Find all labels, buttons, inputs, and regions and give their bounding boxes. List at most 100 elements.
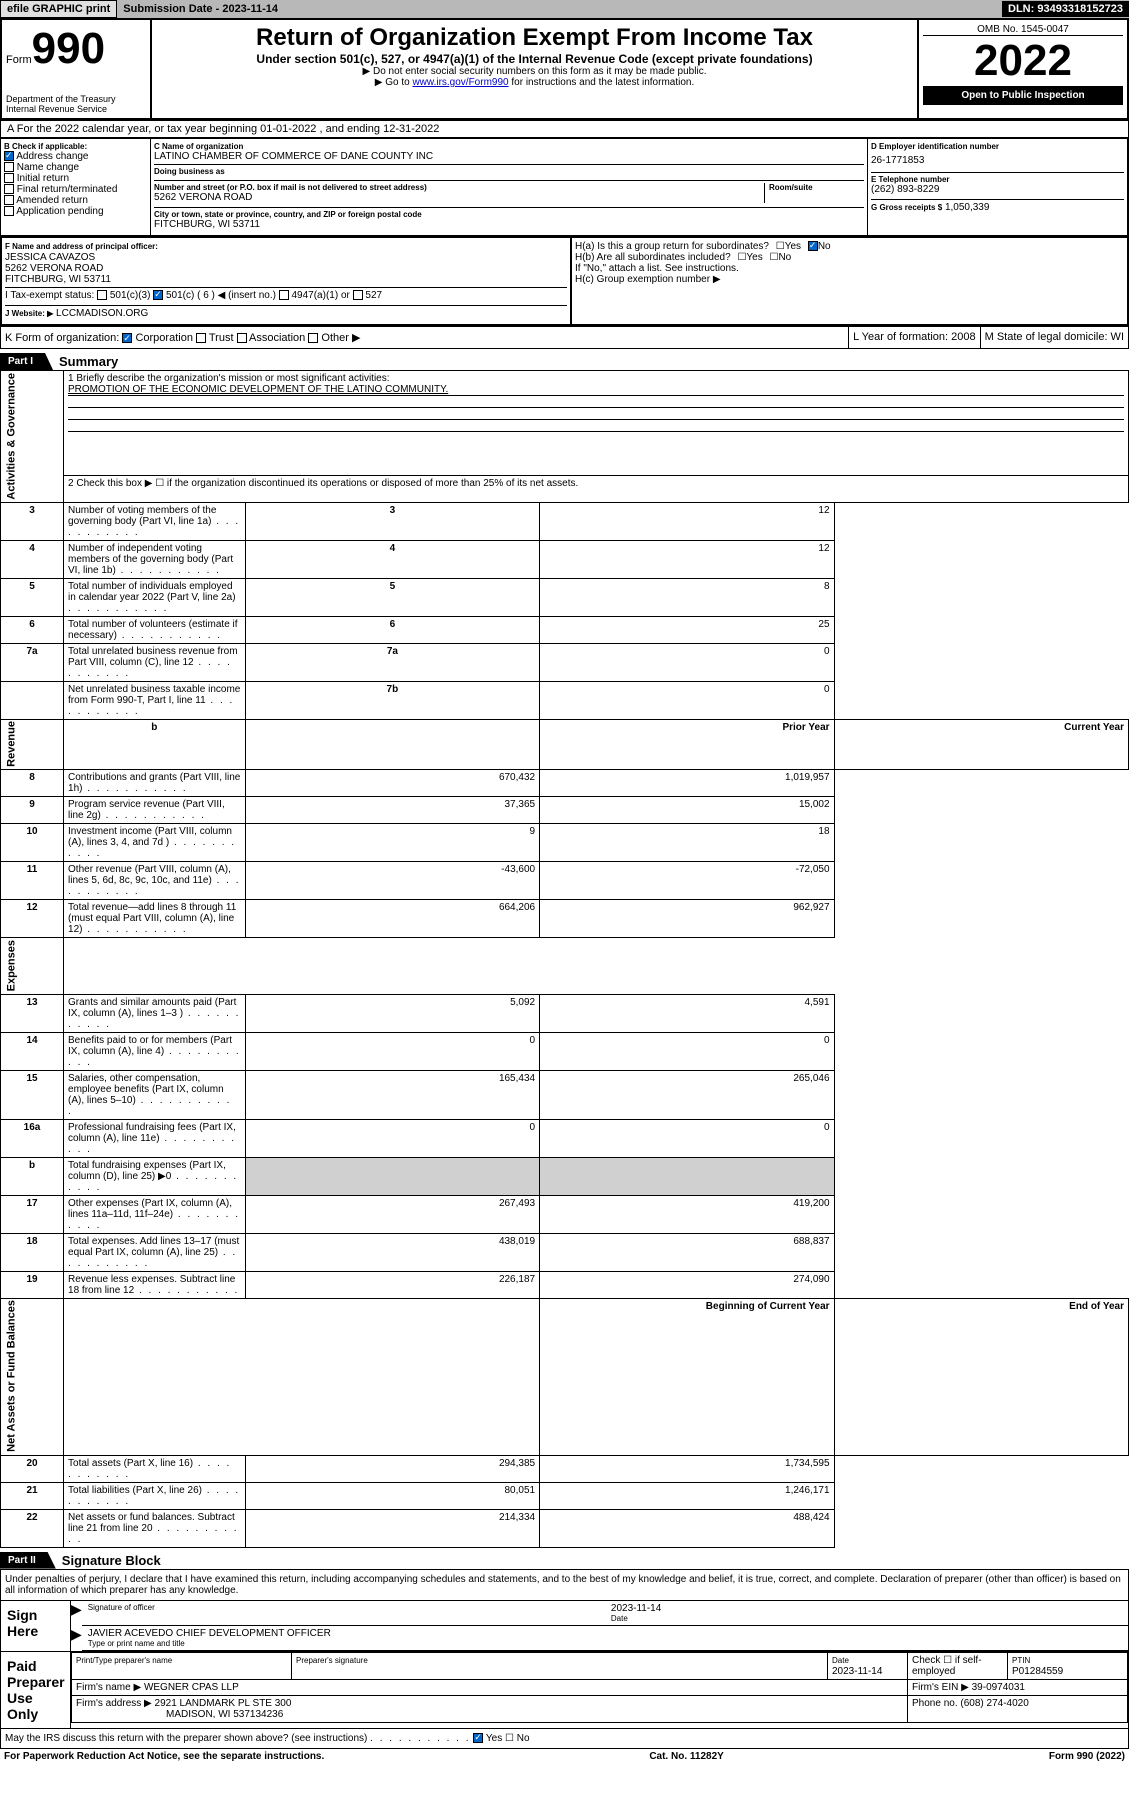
- table-row: 3Number of voting members of the governi…: [1, 502, 1129, 540]
- arrow-icon: ▶: [71, 1601, 82, 1626]
- part1-title: Summary: [59, 354, 118, 369]
- ha-label: H(a) Is this a group return for subordin…: [575, 241, 769, 252]
- form-org-label: K Form of organization:: [5, 332, 119, 344]
- part1-header: Part I Summary: [0, 353, 1129, 370]
- section-h: H(a) Is this a group return for subordin…: [571, 237, 1128, 325]
- firm-addr2: MADISON, WI 537134236: [166, 1709, 283, 1720]
- part1-tab: Part I: [0, 353, 53, 370]
- form-org-opt[interactable]: Trust: [196, 332, 237, 344]
- section-f: F Name and address of principal officer:…: [1, 237, 571, 325]
- irs-link[interactable]: www.irs.gov/Form990: [412, 77, 508, 88]
- phone-label: E Telephone number: [871, 175, 1124, 184]
- officer-signature-field[interactable]: Signature of officer: [82, 1601, 605, 1626]
- ha-yes[interactable]: ☐Yes: [776, 241, 801, 252]
- hb-no[interactable]: ☐No: [770, 252, 792, 263]
- table-row: 4Number of independent voting members of…: [1, 540, 1129, 578]
- street-value: 5262 VERONA ROAD: [154, 192, 764, 203]
- section-b-to-g: B Check if applicable: Address change Na…: [0, 138, 1129, 236]
- firm-ein-label: Firm's EIN ▶: [912, 1682, 969, 1693]
- may-irs-yes[interactable]: [473, 1733, 483, 1743]
- prep-name-label: Print/Type preparer's name: [76, 1656, 172, 1665]
- checkbox-address-change[interactable]: Address change: [4, 151, 147, 162]
- tax-status-opt[interactable]: 501(c)(3): [97, 290, 153, 301]
- may-irs-row: May the IRS discuss this return with the…: [1, 1728, 1128, 1748]
- col-current-year: Current Year: [834, 719, 1128, 770]
- checkbox-initial-return[interactable]: Initial return: [4, 173, 147, 184]
- tax-year: 2022: [923, 36, 1123, 86]
- org-name-label: C Name of organization: [154, 142, 864, 151]
- q2-checkbox-row: 2 Check this box ▶ ☐ if the organization…: [64, 476, 1129, 502]
- top-bar: efile GRAPHIC print Submission Date - 20…: [0, 0, 1129, 18]
- sig-date-field: 2023-11-14 Date: [605, 1601, 1128, 1626]
- form-org-opt[interactable]: Corporation: [122, 332, 196, 344]
- section-j: J Website: ▶ LCCMADISON.ORG: [5, 305, 567, 321]
- may-irs-no[interactable]: ☐ No: [505, 1733, 530, 1744]
- prep-date: 2023-11-14: [832, 1666, 882, 1677]
- paid-preparer-label: Paid Preparer Use Only: [1, 1652, 71, 1728]
- table-row: 9Program service revenue (Part VIII, lin…: [1, 797, 1129, 824]
- table-row: 5Total number of individuals employed in…: [1, 578, 1129, 616]
- dln-value: DLN: 93493318152723: [1002, 1, 1129, 17]
- open-public-badge: Open to Public Inspection: [923, 86, 1123, 105]
- hb-yes[interactable]: ☐Yes: [737, 252, 762, 263]
- section-k-row: K Form of organization: Corporation Trus…: [0, 326, 1129, 349]
- col-end-year: End of Year: [834, 1298, 1128, 1455]
- arrow-icon: ▶: [71, 1626, 82, 1651]
- form-title: Return of Organization Exempt From Incom…: [156, 24, 913, 52]
- table-row: 18Total expenses. Add lines 13–17 (must …: [1, 1233, 1129, 1271]
- checkbox-amended-return[interactable]: Amended return: [4, 195, 147, 206]
- mission-text: PROMOTION OF THE ECONOMIC DEVELOPMENT OF…: [68, 384, 1124, 396]
- section-b-checkboxes: B Check if applicable: Address change Na…: [1, 139, 151, 235]
- firm-phone: (608) 274-4020: [960, 1698, 1028, 1709]
- col-prior-year: Prior Year: [540, 719, 834, 770]
- city-label: City or town, state or province, country…: [154, 210, 864, 219]
- form-org-opt[interactable]: Other ▶: [308, 332, 360, 344]
- page-footer: For Paperwork Reduction Act Notice, see …: [0, 1749, 1129, 1764]
- ha-no[interactable]: [808, 241, 818, 251]
- omb-number: OMB No. 1545-0047: [923, 24, 1123, 36]
- officer-addr1: 5262 VERONA ROAD: [5, 263, 103, 274]
- self-employed-check[interactable]: Check ☐ if self-employed: [908, 1652, 1008, 1679]
- tax-status-opt[interactable]: 501(c) ( 6 ) ◀ (insert no.): [153, 290, 279, 301]
- side-revenue: Revenue: [1, 719, 64, 770]
- form-header: Form990 Department of the Treasury Inter…: [0, 18, 1129, 120]
- table-row: 15Salaries, other compensation, employee…: [1, 1070, 1129, 1119]
- checkbox-application-pending[interactable]: Application pending: [4, 206, 147, 217]
- table-row: 7aTotal unrelated business revenue from …: [1, 643, 1129, 681]
- table-row: 20Total assets (Part X, line 16)294,3851…: [1, 1455, 1129, 1482]
- col-begin-year: Beginning of Current Year: [540, 1298, 834, 1455]
- part1-table: Activities & Governance 1 Briefly descri…: [0, 370, 1129, 1548]
- table-row: 17Other expenses (Part IX, column (A), l…: [1, 1195, 1129, 1233]
- phone-value: (262) 893-8229: [871, 184, 1124, 195]
- year-block: OMB No. 1545-0047 2022 Open to Public In…: [918, 19, 1128, 119]
- title-block: Return of Organization Exempt From Incom…: [151, 19, 918, 119]
- col-b: b: [64, 719, 246, 770]
- firm-name: WEGNER CPAS LLP: [144, 1682, 239, 1693]
- section-f-to-j: F Name and address of principal officer:…: [0, 236, 1129, 326]
- form-org-opt[interactable]: Association: [237, 332, 309, 344]
- preparer-table: Print/Type preparer's name Preparer's si…: [71, 1652, 1128, 1723]
- checkbox-final-return-terminated[interactable]: Final return/terminated: [4, 184, 147, 195]
- section-k: K Form of organization: Corporation Trus…: [1, 327, 849, 348]
- checkbox-name-change[interactable]: Name change: [4, 162, 147, 173]
- dept-label: Department of the Treasury Internal Reve…: [6, 94, 146, 114]
- table-row: 11Other revenue (Part VIII, column (A), …: [1, 862, 1129, 900]
- footer-left: For Paperwork Reduction Act Notice, see …: [4, 1751, 324, 1762]
- officer-addr2: FITCHBURG, WI 53711: [5, 274, 111, 285]
- section-c: C Name of organization LATINO CHAMBER OF…: [151, 139, 868, 235]
- footer-center: Cat. No. 11282Y: [649, 1751, 723, 1762]
- website-label: J Website: ▶: [5, 309, 53, 318]
- side-expenses: Expenses: [1, 938, 64, 994]
- officer-name-field: JAVIER ACEVEDO CHIEF DEVELOPMENT OFFICER…: [82, 1626, 1128, 1651]
- street-label: Number and street (or P.O. box if mail i…: [154, 183, 764, 192]
- section-b-label: B Check if applicable:: [4, 142, 147, 151]
- submission-date-label: Submission Date - 2023-11-14: [117, 1, 284, 17]
- year-formation: L Year of formation: 2008: [849, 327, 981, 348]
- tax-status-opt[interactable]: 4947(a)(1) or: [279, 290, 353, 301]
- efile-print-button[interactable]: efile GRAPHIC print: [0, 0, 117, 18]
- ptin-value: P01284559: [1012, 1666, 1063, 1677]
- note-website: ▶ Go to www.irs.gov/Form990 for instruct…: [156, 77, 913, 88]
- tax-status-opt[interactable]: 527: [353, 290, 382, 301]
- officer-label: F Name and address of principal officer:: [5, 242, 158, 251]
- signature-block: Under penalties of perjury, I declare th…: [0, 1569, 1129, 1749]
